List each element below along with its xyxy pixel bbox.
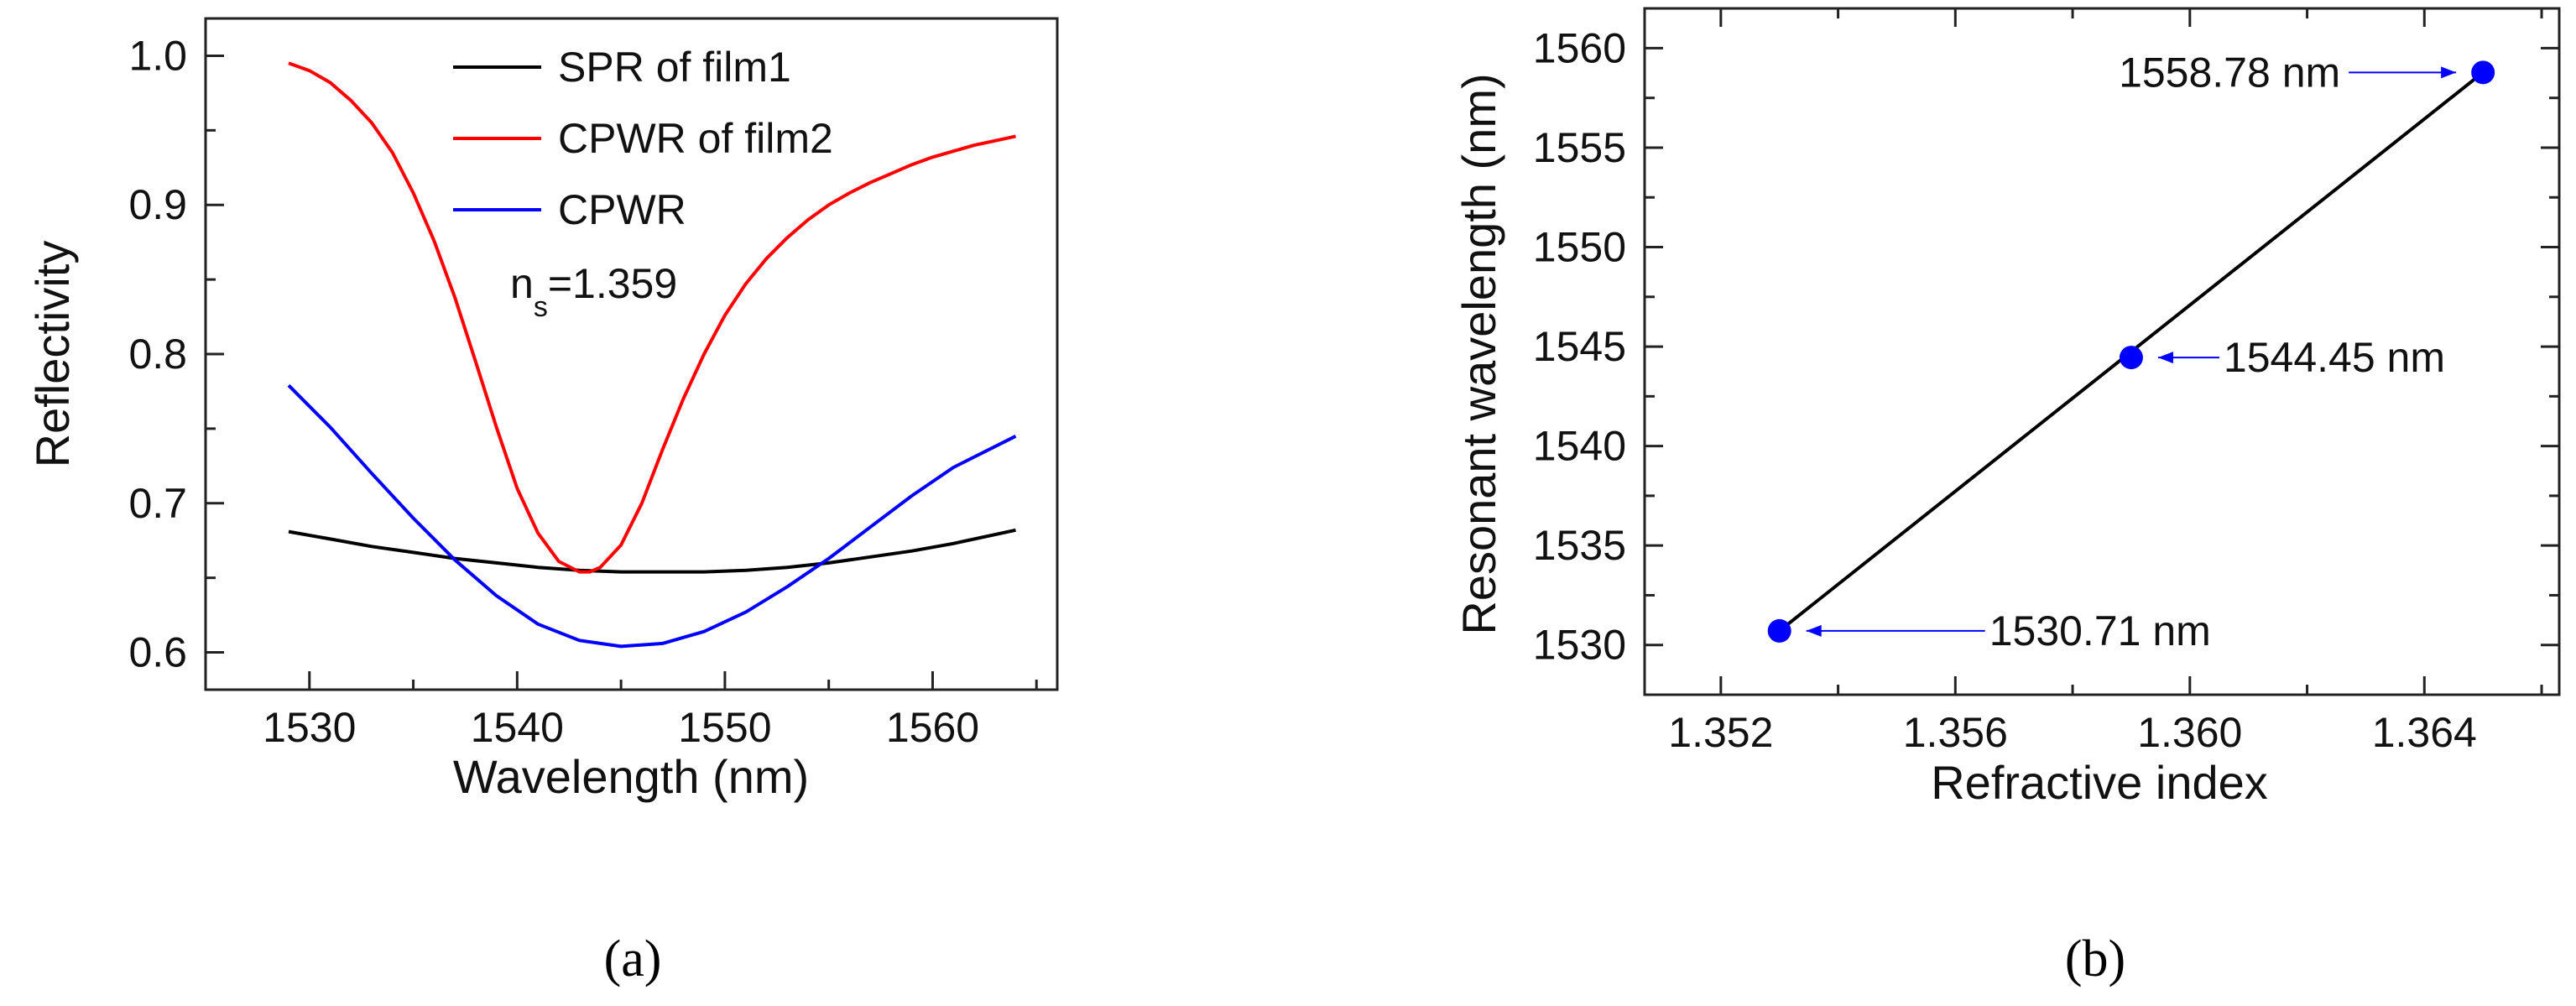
- a-y-tick-label: 1.0: [128, 32, 187, 79]
- annotation-arrowhead: [2441, 66, 2457, 79]
- b-y-tick-label: 1545: [1533, 323, 1626, 370]
- panel-a-ticks: [206, 54, 1038, 690]
- a-x-tick-label: 1560: [886, 704, 979, 751]
- b-x-tick-label: 1.360: [2137, 709, 2242, 756]
- b-y-tick-label: 1555: [1533, 124, 1626, 171]
- panel-b: 1.352 1.356 1.360 1.364 1530 1535 1540 1545 1550…: [1452, 7, 2561, 809]
- data-point-label: 1558.78 nm: [2119, 49, 2340, 96]
- panel-a-tick-labels: 1530 1540 1550 1560 0.6 0.7 0.8 0.9 1.0: [128, 32, 979, 751]
- panel-a-x-axis-title: Wavelength (nm): [453, 750, 809, 803]
- b-x-tick-label: 1.364: [2372, 709, 2477, 756]
- legend-label-spr-film1: SPR of film1: [558, 44, 791, 91]
- a-x-tick-label: 1530: [263, 704, 356, 751]
- caption-a: (a): [604, 930, 662, 988]
- a-x-tick-label: 1540: [471, 704, 564, 751]
- series-line-cpwr-of-film2: [288, 61, 1016, 574]
- annotation-arrowhead: [2157, 352, 2173, 364]
- b-y-tick-label: 1560: [1533, 24, 1626, 71]
- panel-b-data: 1530.71 nm 1544.45 nm 1558.78 nm: [1767, 49, 2495, 654]
- data-point: [2119, 346, 2143, 370]
- panel-b-x-axis-title: Refractive index: [1931, 756, 2268, 809]
- b-x-tick-label: 1.352: [1668, 709, 1773, 756]
- b-y-tick-label: 1550: [1533, 224, 1626, 271]
- series-line-cpwr: [287, 383, 1017, 649]
- panel-a-y-axis-title: Reflectivity: [26, 241, 79, 468]
- b-y-tick-label: 1535: [1533, 522, 1626, 569]
- b-y-tick-label: 1540: [1533, 423, 1626, 470]
- a-y-tick-label: 0.6: [128, 629, 187, 676]
- panel-b-tick-labels: 1.352 1.356 1.360 1.364 1530 1535 1540 1545 1550…: [1533, 24, 2477, 756]
- a-y-tick-label: 0.7: [128, 480, 187, 527]
- refractive-index-annotation: ns=1.359: [510, 260, 677, 323]
- panel-a-series: [287, 61, 1017, 649]
- b-x-tick-label: 1.356: [1903, 709, 2008, 756]
- annotation-subscript: s: [534, 291, 548, 323]
- panel-b-ticks: [1645, 8, 2559, 695]
- legend-label-cpwr: CPWR: [558, 186, 686, 233]
- panel-a-legend: SPR of film1 CPWR of film2 CPWR: [453, 44, 833, 233]
- data-point: [1767, 618, 1791, 643]
- series-line-spr-of-film1: [288, 528, 1016, 574]
- data-point: [2471, 60, 2495, 85]
- data-point-label: 1544.45 nm: [2224, 334, 2445, 381]
- a-x-tick-label: 1550: [678, 704, 771, 751]
- panel-b-y-axis-title: Resonant wavelength (nm): [1452, 73, 1505, 634]
- panel-a: 1530 1540 1550 1560 0.6 0.7 0.8 0.9 1.0 Waveleng…: [26, 17, 1059, 803]
- caption-b: (b): [2065, 930, 2125, 988]
- data-point-label: 1530.71 nm: [1989, 607, 2211, 654]
- annotation-n: n: [510, 260, 534, 307]
- b-y-tick-label: 1530: [1533, 622, 1626, 669]
- legend-label-cpwr-film2: CPWR of film2: [558, 115, 833, 162]
- a-y-tick-label: 0.9: [128, 181, 187, 228]
- annotation-arrowhead: [1806, 624, 1822, 637]
- annotation-value: =1.359: [548, 260, 677, 307]
- a-y-tick-label: 0.8: [128, 331, 187, 378]
- panel-b-frame: [1643, 7, 2561, 696]
